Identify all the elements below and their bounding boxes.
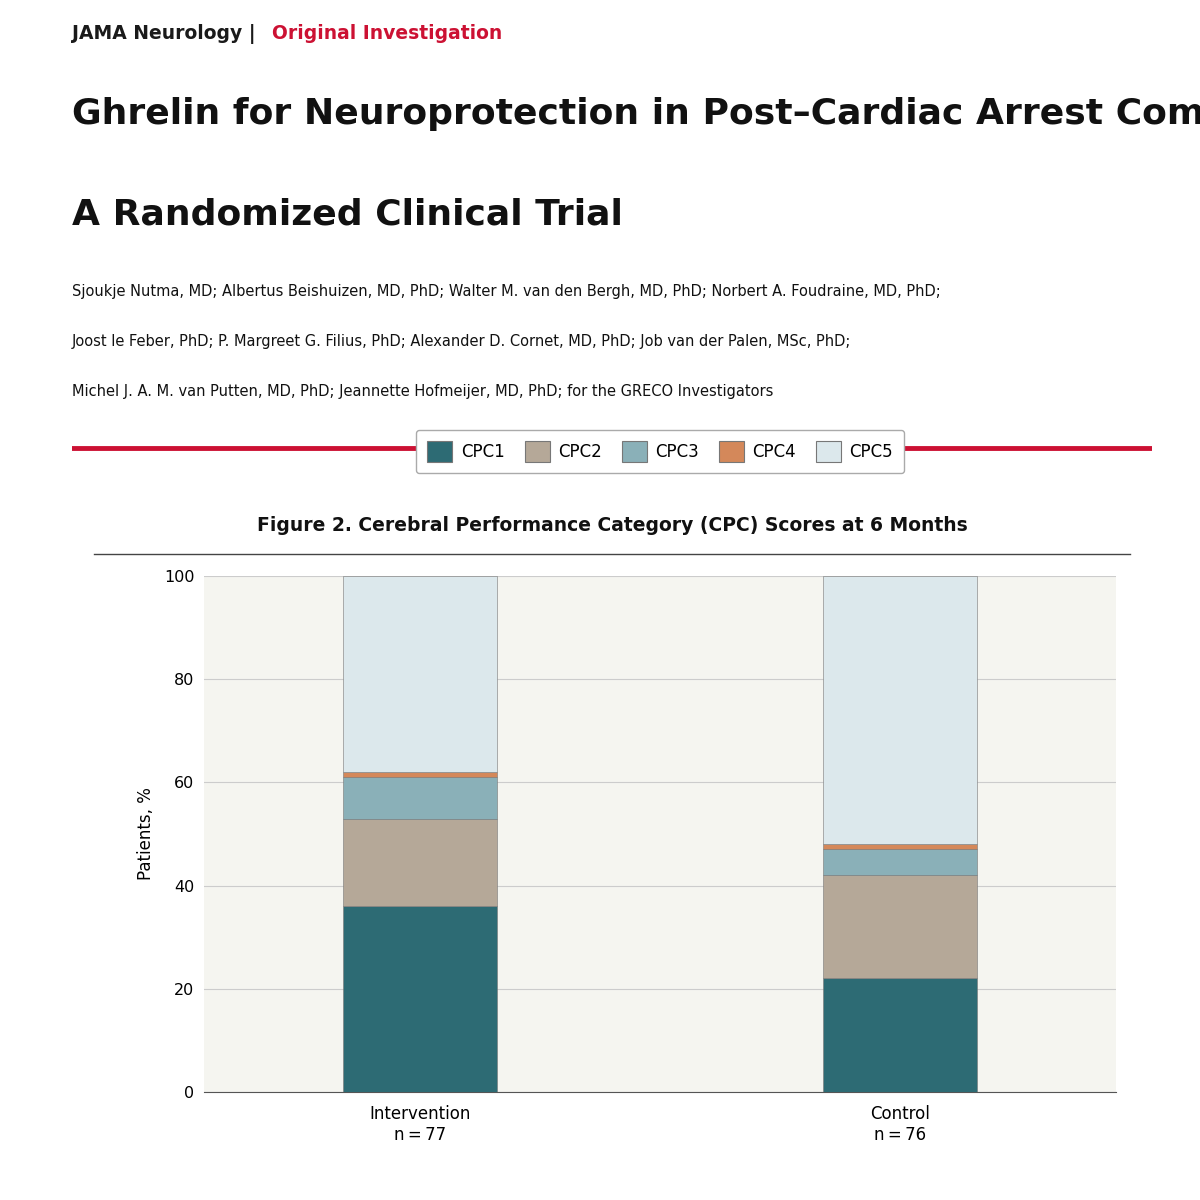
Text: Ghrelin for Neuroprotection in Post–Cardiac Arrest Coma: Ghrelin for Neuroprotection in Post–Card… bbox=[72, 97, 1200, 131]
Bar bbox=[823, 978, 977, 1092]
Bar bbox=[343, 778, 497, 818]
Text: Figure 2. Cerebral Performance Category (CPC) Scores at 6 Months: Figure 2. Cerebral Performance Category … bbox=[257, 516, 967, 535]
Text: Joost le Feber, PhD; P. Margreet G. Filius, PhD; Alexander D. Cornet, MD, PhD; J: Joost le Feber, PhD; P. Margreet G. Fili… bbox=[72, 334, 851, 349]
Text: JAMA Neurology |: JAMA Neurology | bbox=[72, 24, 262, 44]
Legend: CPC1, CPC2, CPC3, CPC4, CPC5: CPC1, CPC2, CPC3, CPC4, CPC5 bbox=[415, 430, 905, 473]
Bar bbox=[343, 818, 497, 906]
Bar bbox=[823, 576, 977, 845]
Bar bbox=[823, 850, 977, 875]
Text: A Randomized Clinical Trial: A Randomized Clinical Trial bbox=[72, 197, 623, 232]
Bar bbox=[823, 845, 977, 850]
Text: Sjoukje Nutma, MD; Albertus Beishuizen, MD, PhD; Walter M. van den Bergh, MD, Ph: Sjoukje Nutma, MD; Albertus Beishuizen, … bbox=[72, 284, 941, 299]
Bar bbox=[343, 772, 497, 778]
Text: Original Investigation: Original Investigation bbox=[272, 24, 502, 43]
Bar bbox=[343, 576, 497, 772]
Bar bbox=[343, 906, 497, 1092]
Bar bbox=[823, 875, 977, 978]
Text: Michel J. A. M. van Putten, MD, PhD; Jeannette Hofmeijer, MD, PhD; for the GRECO: Michel J. A. M. van Putten, MD, PhD; Jea… bbox=[72, 384, 773, 400]
Y-axis label: Patients, %: Patients, % bbox=[138, 787, 156, 881]
